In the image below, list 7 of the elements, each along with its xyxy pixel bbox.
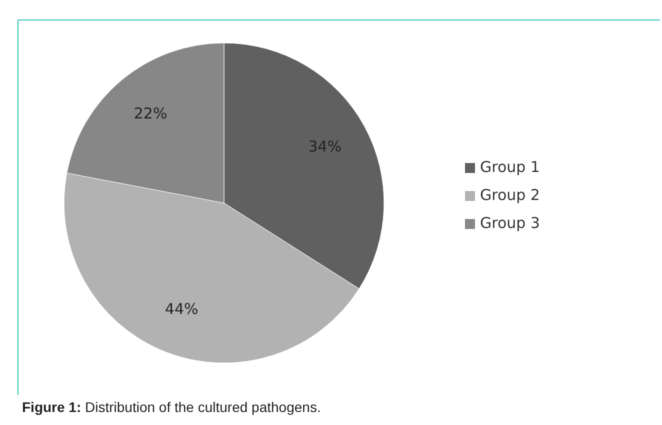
legend-label: Group 1	[480, 158, 540, 176]
text: Figure 1: Distribution of the cultured pathogens.	[22, 399, 321, 415]
legend-label: Group 2	[480, 186, 540, 204]
legend-label: Group 3	[480, 214, 540, 232]
data-label: 34%	[308, 138, 342, 156]
data-label: 44%	[164, 300, 198, 318]
data-label: 22%	[134, 104, 168, 122]
